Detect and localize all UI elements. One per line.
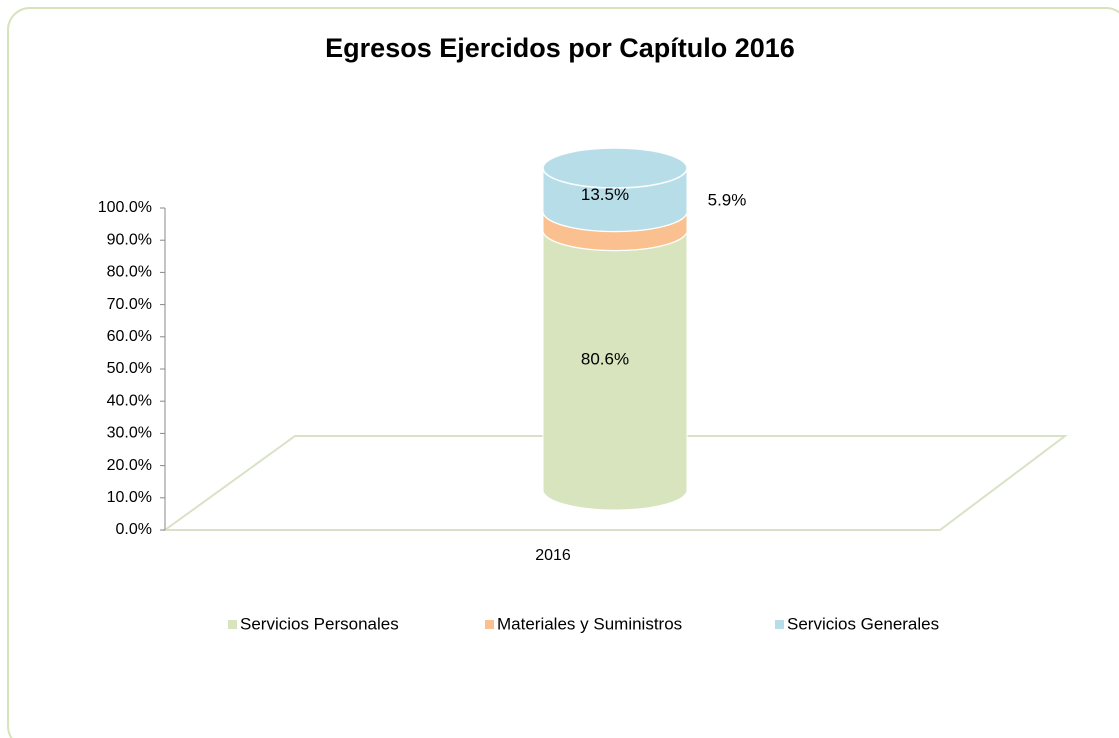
- y-tick-label: 60.0%: [107, 328, 152, 345]
- legend-swatch: [228, 620, 237, 629]
- floor: [161, 435, 1068, 531]
- bar-cap: [542, 147, 688, 189]
- legend-swatch: [775, 620, 784, 629]
- data-label: 80.6%: [581, 350, 629, 369]
- y-tick-label: 10.0%: [107, 489, 152, 506]
- y-tick-label: 80.0%: [107, 264, 152, 281]
- y-tick-label: 50.0%: [107, 360, 152, 377]
- legend-label: Materiales y Suministros: [497, 614, 682, 633]
- y-tick-label: 0.0%: [116, 521, 152, 538]
- legend-label: Servicios Personales: [240, 614, 399, 633]
- y-tick-label: 40.0%: [107, 392, 152, 409]
- y-tick-label: 30.0%: [107, 425, 152, 442]
- legend-swatch: [485, 620, 494, 629]
- data-label: 5.9%: [708, 190, 747, 209]
- y-tick-label: 100.0%: [98, 199, 152, 216]
- x-tick-label: 2016: [535, 547, 571, 564]
- legend-label: Servicios Generales: [787, 614, 939, 633]
- chart-title: Egresos Ejercidos por Capítulo 2016: [325, 33, 795, 63]
- y-tick-label: 70.0%: [107, 296, 152, 313]
- data-label: 13.5%: [581, 185, 629, 204]
- y-tick-label: 90.0%: [107, 231, 152, 248]
- y-tick-label: 20.0%: [107, 457, 152, 474]
